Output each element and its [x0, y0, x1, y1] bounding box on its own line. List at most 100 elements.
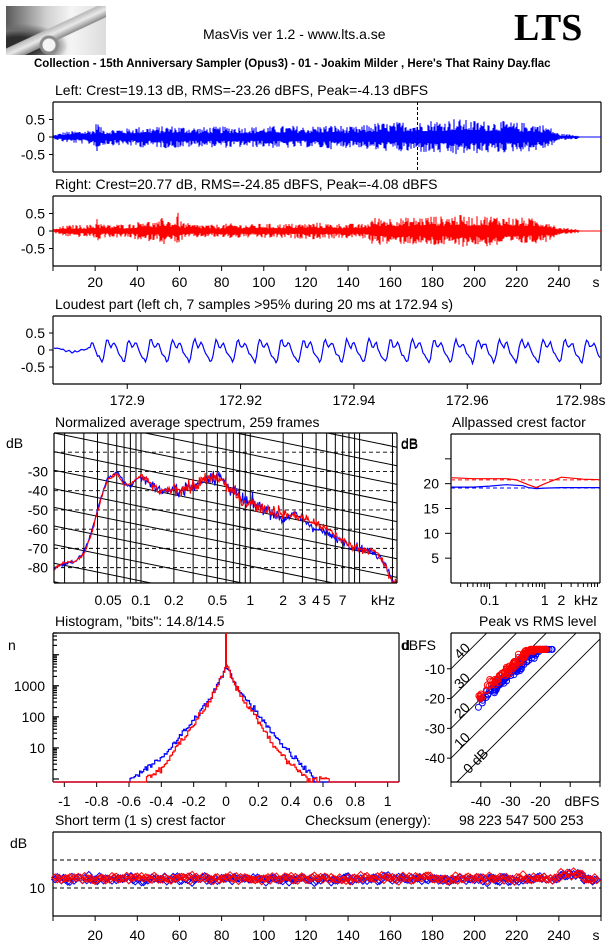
peak-rms-point-left — [478, 699, 486, 707]
left-waveform-title: Left: Crest=19.13 dB, RMS=-23.26 dBFS, P… — [55, 82, 429, 98]
crest-point-right — [88, 875, 98, 885]
crest-point-right — [506, 874, 515, 883]
grid-slope — [54, 210, 397, 280]
x-tick-label: 240 — [547, 927, 571, 943]
crest-point-left — [185, 872, 195, 881]
x-tick-label: 40 — [130, 927, 146, 943]
crest-point-right — [438, 874, 448, 884]
x-tick-label: 172.94 — [333, 392, 376, 408]
x-tick-label: -1 — [58, 793, 71, 809]
crest-point-right — [468, 875, 477, 884]
allpassed-frame — [450, 433, 601, 584]
crest-point-left — [67, 872, 77, 882]
crest-point-right — [109, 872, 119, 882]
crest-point-right — [128, 873, 138, 883]
crest-point-right — [386, 873, 395, 883]
checksum-value: 98 223 547 500 253 — [459, 812, 584, 828]
histogram-right — [53, 664, 399, 783]
x-tick-label: 0 — [222, 793, 230, 809]
spectrum-frame — [53, 432, 398, 584]
crest-point-left — [101, 874, 110, 883]
x-tick-label: 2 — [279, 592, 287, 608]
crest-point-right — [270, 874, 279, 883]
x-tick-label: 0.2 — [249, 793, 269, 809]
crest-point-right — [293, 876, 302, 885]
crest-point-right — [592, 875, 601, 885]
crest-point-right — [97, 873, 106, 882]
x-tick-label: 20 — [87, 927, 103, 943]
grid-slope — [54, 525, 336, 583]
x-tick-label: 220 — [505, 274, 529, 290]
crest-point-right — [375, 872, 384, 882]
histogram-left — [53, 667, 399, 783]
peak-rms-point-right — [536, 645, 544, 653]
crest-point-left — [312, 877, 321, 886]
x-tick-label: 60 — [172, 274, 188, 290]
crest-point-right — [272, 872, 281, 881]
histogram-ylabel: n — [8, 637, 16, 653]
allpassed-left — [451, 484, 600, 490]
crest-point-right — [158, 875, 167, 884]
histogram-title: Histogram, "bits": 14.8/14.5 — [55, 613, 225, 629]
crest-point-right — [415, 873, 424, 883]
grid-slope — [54, 303, 397, 373]
crest-point-right — [499, 876, 509, 885]
crest-frame — [52, 831, 602, 917]
grid-slope — [54, 488, 397, 560]
crest-point-right — [470, 874, 479, 883]
crest-point-right — [84, 874, 94, 883]
grid-slope — [142, 433, 397, 485]
x-tick-label: 240 — [547, 274, 571, 290]
x-tick-label: 172.92 — [219, 392, 262, 408]
y-tick-label: 0.5 — [26, 112, 46, 128]
x-tick-label: 220 — [505, 927, 529, 943]
grid-slope — [54, 469, 397, 541]
crest-point-right — [489, 875, 498, 884]
crest-ylabel: dB — [10, 835, 27, 851]
x-unit-label: dBFS — [564, 793, 599, 809]
crest-point-right — [230, 874, 239, 884]
crest-point-right — [556, 867, 566, 877]
crest-point-right — [493, 874, 502, 884]
crest-point-left — [478, 877, 488, 886]
crest-point-left — [352, 875, 361, 884]
crest-point-right — [312, 873, 321, 883]
crest-line — [456, 638, 600, 782]
crest-point-right — [160, 873, 169, 882]
crest-point-left — [141, 876, 150, 885]
y-tick-label: 10 — [29, 740, 45, 756]
x-tick-label: 140 — [336, 927, 360, 943]
x-tick-label: 100 — [252, 927, 276, 943]
crest-point-right — [373, 872, 382, 881]
x-tick-label: 1 — [384, 793, 392, 809]
peak-rms-frame — [450, 632, 601, 783]
x-tick-label: 120 — [294, 927, 318, 943]
peak-rms-point-left — [484, 691, 492, 699]
x-tick-label: 0.1 — [131, 592, 151, 608]
x-tick-label: 0.5 — [208, 592, 228, 608]
x-tick-label: 20 — [87, 274, 103, 290]
crest-point-right — [590, 873, 599, 882]
crest-point-right — [320, 872, 330, 881]
x-tick-label: 140 — [336, 274, 360, 290]
y-tick-label: -50 — [28, 502, 48, 518]
y-tick-label: -30 — [425, 720, 445, 736]
y-tick-label: -0.5 — [21, 147, 45, 163]
crest-point-right — [101, 876, 110, 885]
x-tick-label: -0.6 — [117, 793, 141, 809]
crest-point-right — [476, 875, 486, 885]
y-tick-label: 0 — [37, 129, 45, 145]
grid-slope — [324, 433, 397, 448]
crest-point-right — [215, 875, 224, 885]
crest-point-right — [185, 876, 195, 886]
crest-point-right — [432, 874, 441, 883]
crest-point-right — [350, 873, 359, 882]
crest-point-right — [177, 872, 186, 881]
crest-point-right — [141, 873, 150, 882]
crest-point-right — [251, 875, 260, 885]
crest-point-left — [284, 878, 294, 887]
crest-point-right — [371, 874, 380, 884]
crest-point-right — [116, 874, 125, 884]
peak-rms-point-right — [512, 658, 520, 665]
